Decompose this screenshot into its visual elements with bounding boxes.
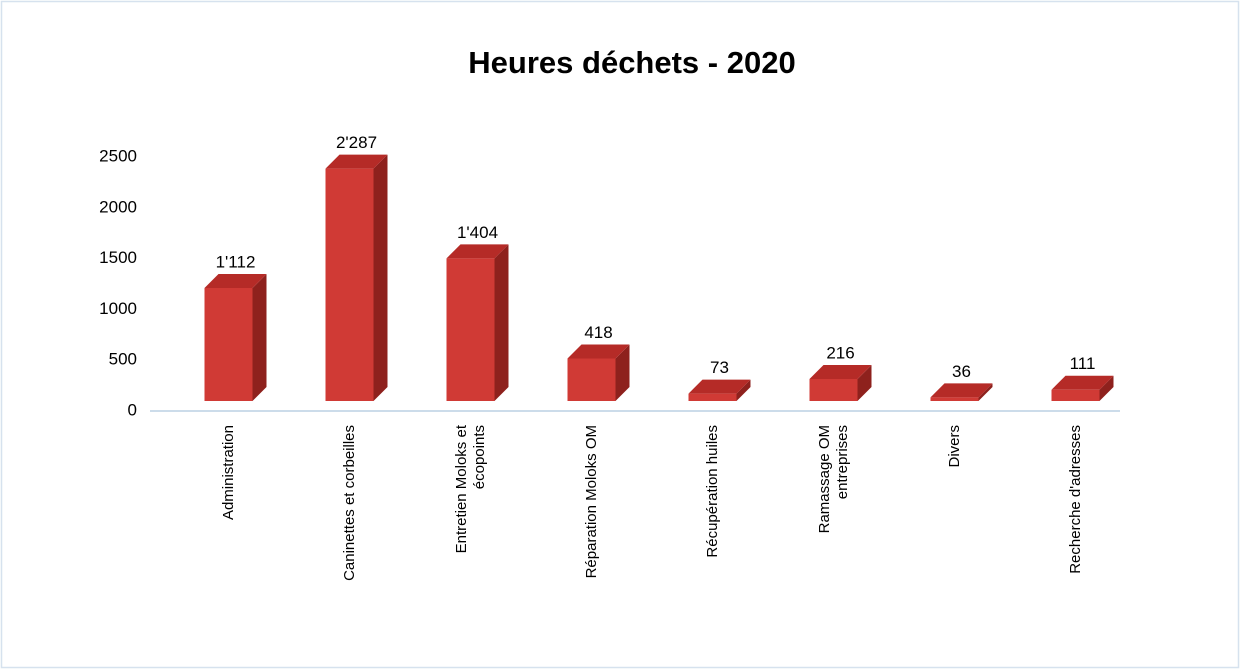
bar-front	[930, 397, 979, 401]
value-label: 1'404	[457, 223, 498, 242]
bar-side	[615, 344, 630, 401]
bar-top	[1051, 375, 1114, 390]
x-tick-label: Entretien Moloks et écopoints	[452, 425, 488, 554]
x-tick-label: Administration	[219, 425, 237, 521]
bar-side	[373, 154, 388, 401]
bar-side	[978, 383, 993, 401]
bar-front	[446, 258, 495, 401]
bar	[567, 344, 630, 401]
bar-front	[688, 393, 737, 401]
bar-top	[204, 274, 267, 289]
value-label: 111	[1070, 354, 1096, 373]
y-tick-label: 1500	[99, 248, 137, 267]
bar-side	[1099, 375, 1114, 401]
chart-title: Heures déchets - 2020	[468, 45, 795, 80]
bar	[1051, 375, 1114, 401]
bar	[446, 244, 509, 401]
bar	[204, 274, 267, 401]
x-tick-label: Récupération huiles	[703, 425, 721, 558]
value-label: 73	[710, 358, 729, 377]
bar-top	[688, 379, 751, 394]
y-tick-label: 0	[128, 400, 137, 419]
bar-front	[809, 379, 858, 401]
x-tick-label: Réparation Moloks OM	[582, 425, 600, 579]
y-tick-label: 2500	[99, 146, 137, 165]
y-tick-label: 1000	[99, 299, 137, 318]
bar-side	[857, 365, 872, 401]
bar-top	[809, 365, 872, 380]
bar-top	[930, 383, 993, 398]
bar-top	[325, 154, 388, 169]
bar-side	[736, 379, 751, 401]
bar-front	[567, 358, 616, 401]
x-tick-label: Caninettes et corbeilles	[340, 425, 358, 581]
x-tick-label: Ramassage OM entreprises	[815, 425, 851, 534]
value-label: 36	[952, 362, 971, 381]
bar	[930, 383, 993, 401]
value-label: 216	[826, 344, 854, 363]
bar-top	[567, 344, 630, 359]
bar-front	[325, 168, 374, 401]
x-tick-label: Divers	[945, 425, 963, 468]
value-label: 2'287	[336, 133, 377, 152]
bar-top	[446, 244, 509, 259]
x-tick-label: Recherche d'adresses	[1066, 425, 1084, 574]
y-tick-label: 2000	[99, 197, 137, 216]
bar-front	[204, 288, 253, 401]
bar	[809, 365, 872, 401]
bar	[688, 379, 751, 401]
bar-side	[494, 244, 509, 401]
value-label: 1'112	[216, 253, 256, 272]
bar-side	[252, 274, 267, 401]
value-label: 418	[584, 323, 612, 342]
y-tick-label: 500	[109, 350, 137, 369]
bar	[325, 154, 388, 401]
bar-front	[1051, 389, 1100, 401]
